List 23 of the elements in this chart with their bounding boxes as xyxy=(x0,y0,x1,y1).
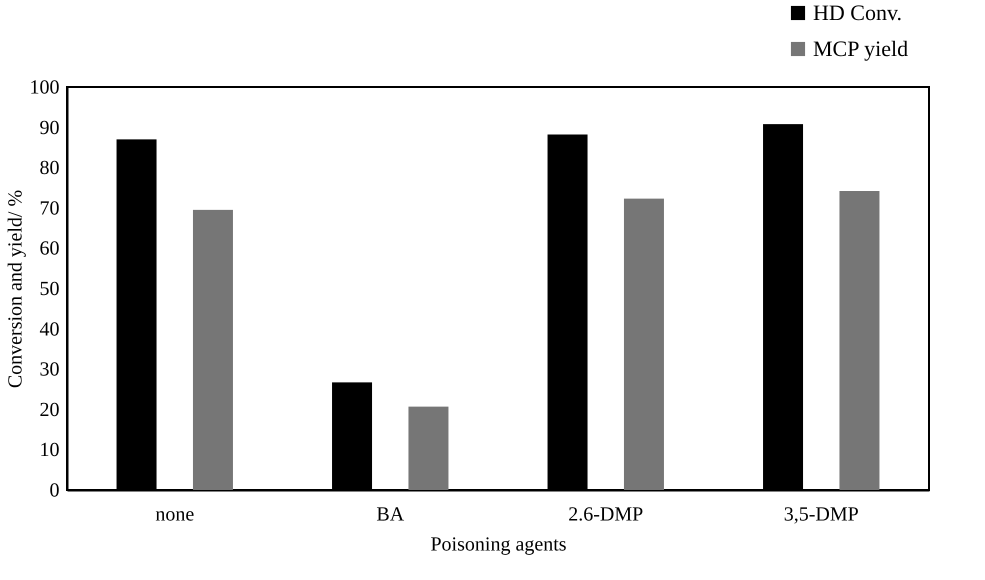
y-tick-label: 10 xyxy=(40,439,60,462)
x-axis-title: Poisoning agents xyxy=(430,534,567,556)
y-tick-label: 50 xyxy=(40,278,60,300)
legend-label: HD Conv. xyxy=(813,0,902,25)
bar xyxy=(624,198,664,490)
y-axis-title: Conversion and yield/ % xyxy=(4,190,26,388)
bar xyxy=(839,190,880,490)
y-tick-label: 40 xyxy=(40,318,60,340)
bar xyxy=(192,210,233,490)
x-tick-label: BA xyxy=(376,504,405,526)
y-tick-label: 100 xyxy=(30,76,60,98)
bar xyxy=(408,406,448,490)
y-tick-label: 60 xyxy=(40,238,60,260)
y-tick-label: 0 xyxy=(50,480,60,502)
x-tick-label: none xyxy=(155,504,194,526)
x-tick-label: 3,5-DMP xyxy=(784,504,859,526)
y-tick-label: 70 xyxy=(40,197,60,220)
legend-label: MCP yield xyxy=(813,36,908,61)
y-tick-label: 80 xyxy=(40,157,60,180)
y-tick-label: 20 xyxy=(40,398,60,421)
x-tick-label: 2.6-DMP xyxy=(568,504,644,526)
y-tick-label: 30 xyxy=(40,358,60,381)
y-tick-label: 90 xyxy=(40,116,60,139)
